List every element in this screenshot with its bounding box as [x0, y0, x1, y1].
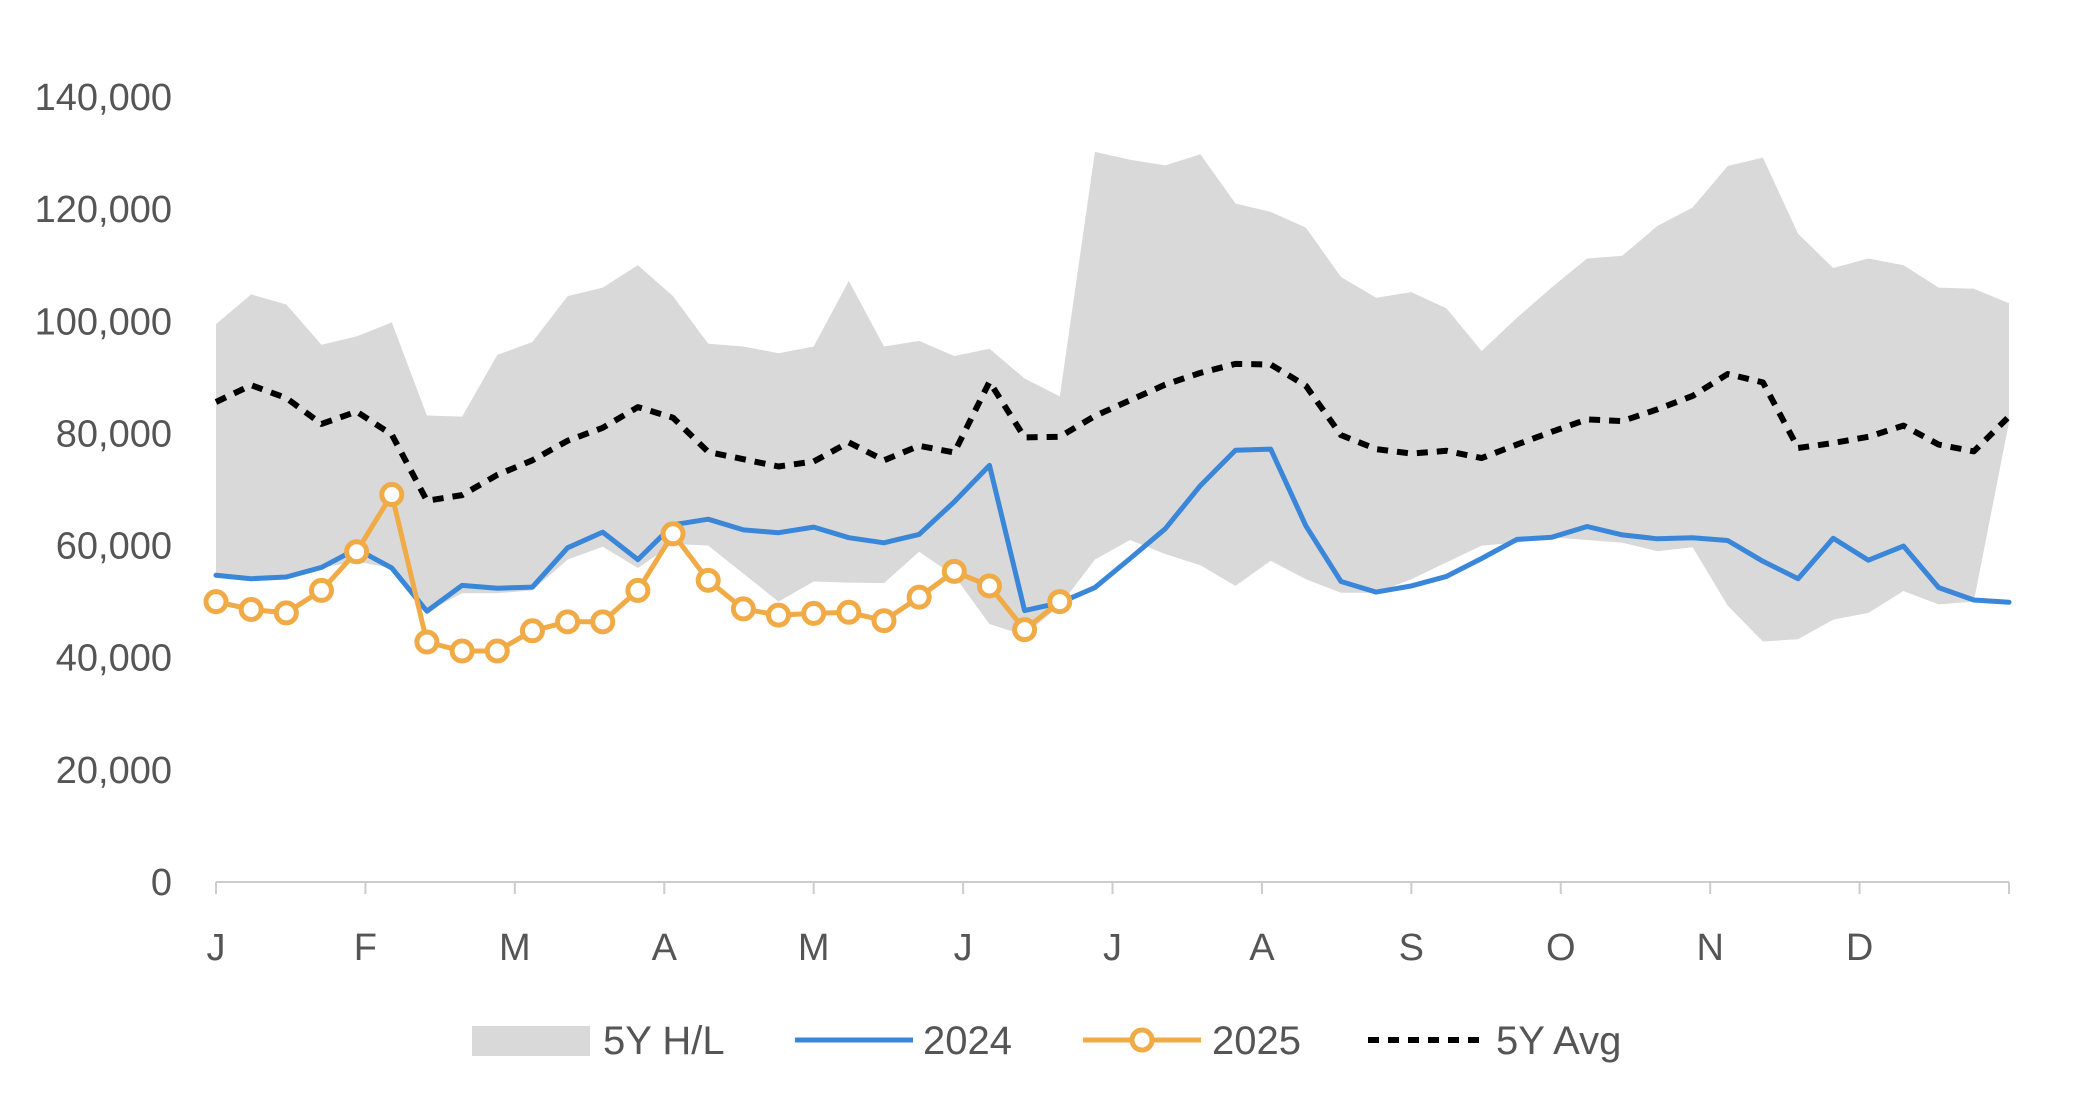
y-tick-label: 140,000 [35, 77, 172, 119]
series-line-2024 [213, 446, 2012, 614]
point-2025 [625, 577, 651, 603]
x-tick-label: F [354, 927, 377, 969]
point-2025 [801, 600, 827, 626]
point-2025 [1047, 589, 1073, 615]
x-tick-label: J [954, 927, 973, 969]
legend-label-2024: 2024 [923, 1019, 1012, 1063]
point-2025 [273, 600, 299, 626]
y-tick-label: 40,000 [56, 638, 172, 680]
point-2025 [379, 482, 405, 508]
y-tick-label: 100,000 [35, 301, 172, 343]
point-2025 [203, 589, 229, 615]
point-2025 [1012, 617, 1038, 643]
point-2025 [766, 602, 792, 628]
point-2025 [660, 521, 686, 547]
x-tick-label: A [652, 927, 678, 969]
y-tick-label: 60,000 [56, 526, 172, 568]
legend-label-5y-hl: 5Y H/L [603, 1019, 725, 1063]
x-tick-label: O [1546, 927, 1576, 969]
point-2025 [519, 618, 545, 644]
legend-swatch-5y-hl [472, 1026, 590, 1056]
point-2025 [238, 596, 264, 622]
y-tick-label: 0 [151, 862, 172, 904]
point-2025 [555, 609, 581, 635]
point-2025 [695, 567, 721, 593]
x-tick-label: S [1399, 927, 1424, 969]
axes: 0 20,000 40,000 60,000 80,000 100,000 120,000 1… [35, 77, 2010, 969]
y-tick-label: 20,000 [56, 750, 172, 792]
x-tick-label: D [1846, 927, 1873, 969]
series-line-5y-avg [214, 360, 2012, 504]
point-2025 [976, 573, 1002, 599]
point-2025 [730, 596, 756, 622]
band-5y-high-low [216, 151, 2009, 642]
x-tick-label: N [1696, 927, 1723, 969]
band-layer [216, 151, 2009, 642]
series-layer [203, 360, 2012, 664]
x-tick-label: M [798, 927, 830, 969]
point-2025 [941, 558, 967, 584]
y-tick-label: 120,000 [35, 189, 172, 231]
point-2025 [414, 629, 440, 655]
point-2025 [484, 638, 510, 664]
x-tick-label: J [1103, 927, 1122, 969]
y-tick-label: 80,000 [56, 413, 172, 455]
point-2025 [590, 609, 616, 635]
x-tick-label: J [207, 927, 226, 969]
legend-label-2025: 2025 [1212, 1019, 1301, 1063]
point-2025 [906, 584, 932, 610]
legend-label-5y-avg: 5Y Avg [1496, 1019, 1621, 1063]
point-2025 [308, 577, 334, 603]
x-tick-label: A [1249, 927, 1275, 969]
legend-marker-2025 [1129, 1027, 1155, 1053]
x-tick-label: M [499, 927, 531, 969]
point-2025 [871, 608, 897, 634]
point-2025 [344, 539, 370, 565]
point-2025 [449, 638, 475, 664]
point-2025 [836, 599, 862, 625]
legend: 5Y H/L 2024 2025 5Y Avg [472, 1019, 1621, 1063]
